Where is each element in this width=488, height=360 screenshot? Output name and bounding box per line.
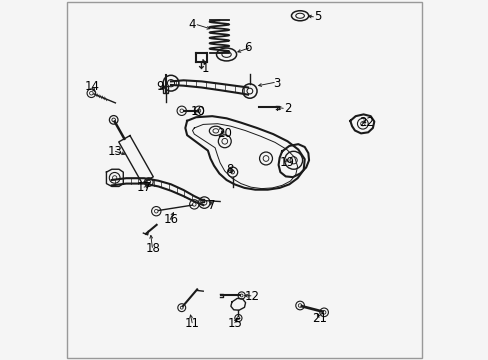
Text: 4: 4 [188,18,196,31]
Text: 22: 22 [358,116,373,129]
Text: 6: 6 [244,41,251,54]
Text: 5: 5 [314,10,321,23]
Text: 10: 10 [190,105,205,118]
Text: 3: 3 [272,77,280,90]
Text: 20: 20 [217,127,232,140]
Text: 11: 11 [184,317,200,330]
Text: 9: 9 [156,80,163,93]
Text: 14: 14 [84,80,100,93]
Text: 15: 15 [227,317,243,330]
Text: 18: 18 [145,242,160,255]
Text: 1: 1 [201,62,208,75]
Text: 2: 2 [283,102,291,115]
Text: 19: 19 [280,156,294,168]
Text: 12: 12 [244,290,259,303]
Text: 8: 8 [226,163,233,176]
Text: 21: 21 [312,311,326,325]
Text: 16: 16 [163,213,178,226]
Text: 17: 17 [136,181,151,194]
Text: 7: 7 [208,199,216,212]
Text: 13: 13 [108,145,122,158]
